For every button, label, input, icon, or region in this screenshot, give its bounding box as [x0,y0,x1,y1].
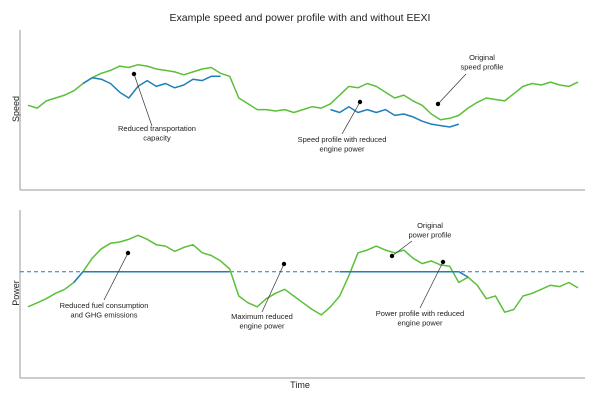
speed-annotation-text: speed profile [461,63,504,72]
speed-annotation-text: engine power [319,145,365,154]
power-annotation-text: engine power [397,319,443,328]
power-annotation-text: Power profile with reduced [376,309,464,318]
speed-annotation-text: capacity [143,134,171,143]
power-annotation-leader [103,252,129,301]
power-annotation-text: Original [417,221,443,230]
power-annotation-text: and GHG emissions [70,311,137,320]
speed-annotation-leader [341,101,361,135]
power-annotation-dot [440,259,446,265]
power-annotation-text: power profile [409,231,452,240]
speed-annotation-text: Speed profile with reduced [298,135,387,144]
speed-annotation-dot [435,101,441,107]
speed-annotation-text: Reduced transportation [118,124,196,133]
power-series-original [27,234,579,316]
speed-series-reduced [82,75,460,128]
power-annotation-text: Maximum reduced [231,312,293,321]
power-annotation-text: Reduced fuel consumption [60,301,149,310]
speed-annotation-dot [131,71,137,77]
chart-title: Example speed and power profile with and… [169,12,431,24]
speed-annotation-leader [133,73,153,127]
power-series-reduced [73,270,469,283]
power-annotation-leader [391,240,413,257]
speed-annotation-dot [357,99,363,105]
speed-annotation-leader [437,73,467,105]
speed-series-original [27,63,579,121]
power-annotation-leader [419,261,444,309]
power-annotation-leader [261,263,285,313]
power-annotation-text: engine power [239,322,285,331]
speed-annotation-text: Original [469,53,495,62]
power-annotation-dot [125,250,131,256]
power-annotation-dot [281,261,287,267]
power-annotation-dot [389,253,395,259]
x-axis-label: Time [290,380,310,390]
